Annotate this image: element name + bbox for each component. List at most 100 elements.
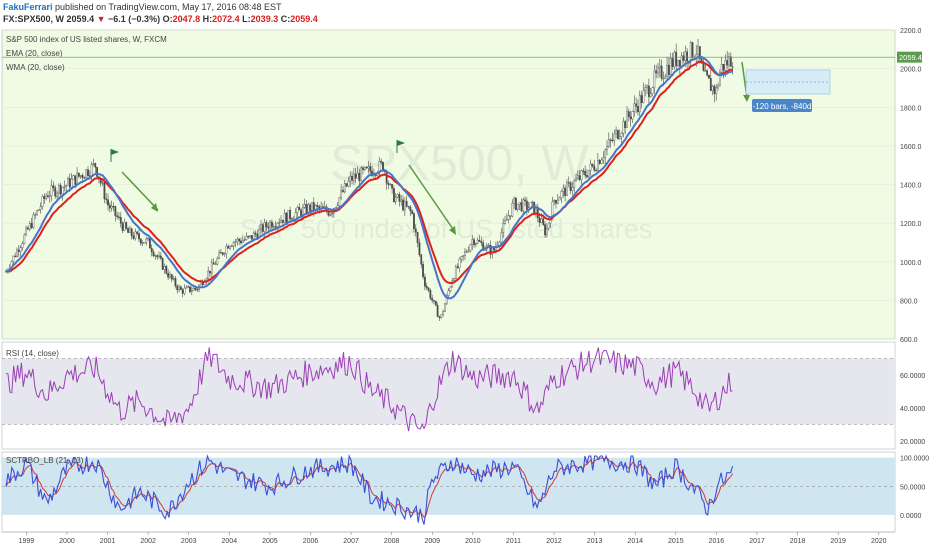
down-arrow-1[interactable] [121, 171, 159, 212]
candle-body [309, 204, 312, 212]
candle-body [593, 165, 596, 171]
stoch-axis[interactable]: 0.0000 50.0000 100.0000 [900, 456, 929, 520]
candle-body [465, 251, 468, 253]
candle-body [19, 247, 22, 253]
candle-body [396, 194, 399, 198]
rsi-axis[interactable]: 20.0000 40.0000 60.0000 [900, 373, 925, 446]
time-tick-label: 2012 [546, 538, 562, 545]
candle-body [303, 203, 306, 208]
candle-body [365, 166, 368, 169]
candle-body [651, 87, 654, 94]
candle-body [12, 255, 15, 263]
candle-body [476, 239, 479, 244]
candle-body [549, 219, 552, 224]
price-pane-title: S&P 500 index of US listed shares, W, FX… [6, 35, 167, 44]
candle-body [170, 274, 173, 280]
candle-body [567, 182, 570, 184]
candle-body [190, 290, 193, 292]
candle-body [587, 170, 590, 178]
down-arrow-2[interactable] [408, 164, 456, 235]
candle-body [96, 167, 99, 177]
candle-body [469, 244, 472, 252]
candle-body [403, 201, 406, 211]
candle-body [602, 157, 605, 161]
candle-body [287, 209, 290, 223]
candle-body [294, 212, 297, 220]
time-tick-label: 2008 [384, 538, 400, 545]
osc-tick-label: 60.0000 [900, 373, 925, 380]
time-axis[interactable]: 1999 2000 2001 2002 2003 2004 2005 2006 2007 2008… [19, 532, 887, 545]
candle-body [715, 87, 718, 95]
author-name[interactable]: FakuFerrari [3, 2, 53, 12]
candle-body [210, 262, 213, 274]
candle-body [438, 316, 441, 318]
candle-body [582, 170, 585, 172]
candle-body [103, 182, 106, 199]
candle-body [179, 286, 182, 290]
candle-body [462, 255, 465, 257]
candle-body [163, 266, 166, 270]
candle-body [644, 87, 647, 91]
candle-body [400, 199, 403, 202]
watermark-symbol: SPX500, W [330, 135, 589, 191]
price-tick-label: 800.0 [900, 298, 918, 305]
wma-line [5, 55, 733, 300]
time-tick-label: 2005 [262, 538, 278, 545]
ema-legend[interactable]: EMA (20, close) [6, 49, 63, 58]
candle-body [56, 192, 58, 197]
candle-body [291, 218, 293, 220]
candle-body [23, 234, 26, 244]
candle-body [187, 286, 190, 288]
candle-body [67, 178, 69, 186]
price-axis[interactable]: 600.0 800.0 1000.0 1200.0 1400.0 1600.0 1800.0… [900, 28, 922, 344]
candle-body [575, 178, 577, 182]
candle-body [27, 227, 29, 230]
candle-body [689, 42, 692, 62]
osc-tick-label: 20.0000 [900, 439, 925, 446]
candle-body [655, 70, 658, 74]
candle-body [380, 160, 383, 163]
candle-body [298, 207, 301, 211]
candle-body [21, 243, 24, 248]
close-label: C: [280, 14, 291, 24]
time-tick-label: 2000 [59, 538, 75, 545]
osc-tick-label: 0.0000 [900, 513, 922, 520]
candle-body [626, 111, 628, 128]
candle-body [311, 202, 313, 212]
candle-body [85, 169, 88, 178]
candle-body [668, 64, 670, 76]
osc-tick-label: 50.0000 [900, 484, 925, 491]
candle-body [595, 169, 597, 172]
candle-body [456, 266, 459, 268]
wma-legend[interactable]: WMA (20, close) [6, 63, 65, 72]
candle-body [391, 184, 394, 189]
flag-icon[interactable] [110, 149, 119, 162]
candle-body [660, 65, 663, 79]
candle-body [445, 295, 448, 305]
change-value: −6.1 (−0.3%) [108, 14, 161, 24]
candle-body [154, 255, 157, 257]
candle-body [551, 201, 554, 221]
candle-body [646, 85, 648, 88]
price-tick-label: 1400.0 [900, 183, 922, 190]
candle-body [478, 239, 481, 242]
candle-body [718, 71, 721, 87]
candle-body [596, 160, 599, 171]
candle-body [369, 166, 372, 172]
flag-icon[interactable] [396, 140, 405, 153]
candle-body [79, 175, 82, 177]
candle-body [717, 85, 719, 89]
candle-body [41, 196, 44, 207]
candle-body [143, 242, 146, 244]
price-tick-label: 1600.0 [900, 144, 922, 151]
price-tick-label: 600.0 [900, 337, 918, 344]
candle-body [229, 245, 231, 249]
candle-body [156, 255, 159, 258]
candle-body [598, 160, 601, 164]
candle-body [493, 248, 495, 251]
candle-body [269, 221, 272, 229]
candle-body [698, 46, 701, 60]
candle-body [57, 184, 60, 194]
candle-body [305, 203, 308, 214]
